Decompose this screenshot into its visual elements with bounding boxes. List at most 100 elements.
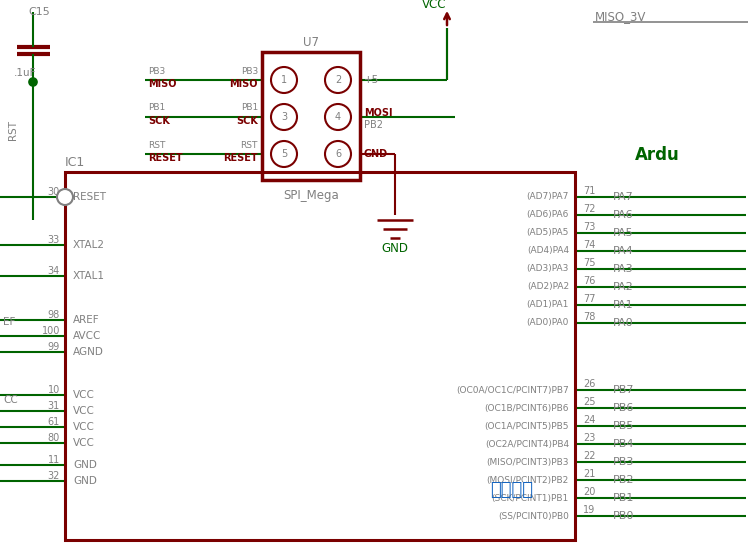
Text: 34: 34 xyxy=(48,266,60,276)
Text: (AD0)PA0: (AD0)PA0 xyxy=(527,318,569,328)
Text: PA3: PA3 xyxy=(613,264,634,274)
Text: 32: 32 xyxy=(48,471,60,481)
Text: VCC: VCC xyxy=(73,406,95,416)
Text: (AD7)PA7: (AD7)PA7 xyxy=(527,192,569,202)
Text: PB2: PB2 xyxy=(364,120,383,130)
Text: 3: 3 xyxy=(281,112,287,122)
Text: MOSI: MOSI xyxy=(364,108,393,118)
Text: 72: 72 xyxy=(583,204,595,214)
Text: (AD1)PA1: (AD1)PA1 xyxy=(527,300,569,310)
Circle shape xyxy=(29,78,37,86)
Text: PB4: PB4 xyxy=(613,439,634,449)
Text: (OC1A/PCINT5)PB5: (OC1A/PCINT5)PB5 xyxy=(485,421,569,431)
Text: PB5: PB5 xyxy=(613,421,634,431)
Text: (OC0A/OC1C/PCINT7)PB7: (OC0A/OC1C/PCINT7)PB7 xyxy=(456,385,569,395)
Text: 77: 77 xyxy=(583,294,595,304)
Text: Ardu: Ardu xyxy=(635,146,680,164)
Text: 22: 22 xyxy=(583,451,595,461)
Text: IC1: IC1 xyxy=(65,156,85,168)
Text: (AD2)PA2: (AD2)PA2 xyxy=(527,283,569,292)
Text: PB1: PB1 xyxy=(241,104,258,112)
Text: VCC: VCC xyxy=(73,422,95,432)
Text: 6: 6 xyxy=(335,149,341,159)
Text: VCC: VCC xyxy=(73,390,95,400)
Text: CC: CC xyxy=(3,395,18,405)
Text: (OC1B/PCINT6)PB6: (OC1B/PCINT6)PB6 xyxy=(485,403,569,413)
Text: (AD6)PA6: (AD6)PA6 xyxy=(527,210,569,220)
Text: PA7: PA7 xyxy=(613,192,634,202)
Text: 78: 78 xyxy=(583,312,595,322)
Text: 25: 25 xyxy=(583,397,595,407)
Text: RST: RST xyxy=(241,140,258,150)
Text: PA2: PA2 xyxy=(613,282,634,292)
Text: GND: GND xyxy=(381,242,408,254)
Text: PB3: PB3 xyxy=(241,66,258,76)
Text: PB1: PB1 xyxy=(613,493,634,503)
Text: 80: 80 xyxy=(48,433,60,443)
Text: 11: 11 xyxy=(48,455,60,465)
Text: 75: 75 xyxy=(583,258,595,268)
Text: VCC: VCC xyxy=(422,0,447,10)
Text: .1uF: .1uF xyxy=(14,68,37,78)
Text: PB6: PB6 xyxy=(613,403,634,413)
Text: 24: 24 xyxy=(583,415,595,425)
Text: (AD3)PA3: (AD3)PA3 xyxy=(527,265,569,273)
Text: (SCK/PCINT1)PB1: (SCK/PCINT1)PB1 xyxy=(491,494,569,503)
Text: 71: 71 xyxy=(583,186,595,196)
Text: AGND: AGND xyxy=(73,347,104,357)
Text: (MISO/PCINT3)PB3: (MISO/PCINT3)PB3 xyxy=(486,458,569,466)
Text: 76: 76 xyxy=(583,276,595,286)
Text: XTAL2: XTAL2 xyxy=(73,240,105,250)
Text: 99: 99 xyxy=(48,342,60,352)
Text: MISO: MISO xyxy=(148,79,177,89)
Text: RST: RST xyxy=(8,120,18,140)
Text: GND: GND xyxy=(364,149,388,159)
Text: 33: 33 xyxy=(48,235,60,245)
Text: RESET: RESET xyxy=(73,192,106,202)
Text: 100: 100 xyxy=(42,326,60,336)
Text: RESET: RESET xyxy=(224,153,258,163)
Text: 21: 21 xyxy=(583,469,595,479)
Text: +5: +5 xyxy=(364,75,379,85)
Text: EF: EF xyxy=(3,317,16,327)
Text: MISO: MISO xyxy=(230,79,258,89)
Circle shape xyxy=(57,189,73,205)
Bar xyxy=(65,172,575,540)
Text: (AD4)PA4: (AD4)PA4 xyxy=(527,247,569,255)
Text: PB3: PB3 xyxy=(148,66,165,76)
Text: GND: GND xyxy=(73,476,97,486)
Text: SPI_Mega: SPI_Mega xyxy=(283,189,339,202)
Text: 4: 4 xyxy=(335,112,341,122)
Text: SCK: SCK xyxy=(236,116,258,126)
Text: C15: C15 xyxy=(28,7,50,17)
Text: AREF: AREF xyxy=(73,315,99,325)
Text: PA1: PA1 xyxy=(613,300,634,310)
Text: 19: 19 xyxy=(583,505,595,515)
Text: 1: 1 xyxy=(281,75,287,85)
Text: RESET: RESET xyxy=(148,153,183,163)
Text: 26: 26 xyxy=(583,379,595,389)
Text: SCK: SCK xyxy=(148,116,170,126)
Text: PB3: PB3 xyxy=(613,457,634,467)
Text: PB7: PB7 xyxy=(613,385,634,395)
Text: 61: 61 xyxy=(48,417,60,427)
Text: (OC2A/PCINT4)PB4: (OC2A/PCINT4)PB4 xyxy=(485,439,569,448)
Text: (SS/PCINT0)PB0: (SS/PCINT0)PB0 xyxy=(498,511,569,521)
Text: (MOSI/PCINT2)PB2: (MOSI/PCINT2)PB2 xyxy=(487,476,569,484)
Text: AVCC: AVCC xyxy=(73,331,102,341)
Text: 23: 23 xyxy=(583,433,595,443)
Text: 2: 2 xyxy=(335,75,341,85)
Text: 5: 5 xyxy=(281,149,287,159)
Text: VCC: VCC xyxy=(73,438,95,448)
Text: 31: 31 xyxy=(48,401,60,411)
Text: PB2: PB2 xyxy=(613,475,634,485)
Text: 10: 10 xyxy=(48,385,60,395)
Text: MISO_3V: MISO_3V xyxy=(595,10,646,24)
Text: PB1: PB1 xyxy=(148,104,165,112)
Text: PA6: PA6 xyxy=(613,210,634,220)
Text: 73: 73 xyxy=(583,222,595,232)
Text: XTAL1: XTAL1 xyxy=(73,271,105,281)
Text: PB0: PB0 xyxy=(613,511,634,521)
Text: U7: U7 xyxy=(303,36,319,49)
Text: RST: RST xyxy=(148,140,165,150)
